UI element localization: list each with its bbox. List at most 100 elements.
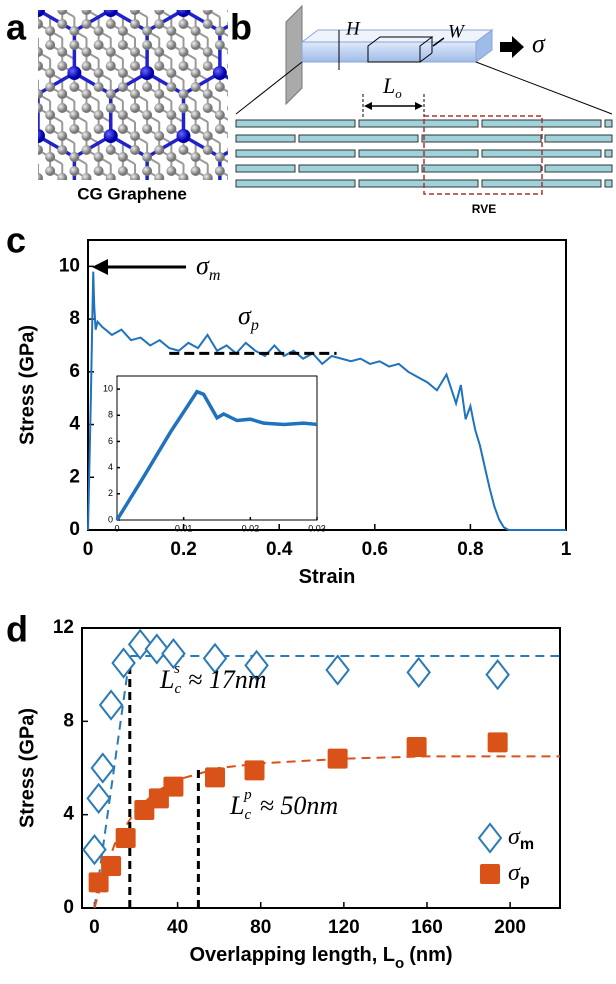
atom [45,250,55,260]
x-axis-label-main: Overlapping length, L [189,944,395,966]
bond [280,108,292,115]
annotation: σm [196,251,220,284]
atom [251,299,261,309]
schematic: H W σ Lo RVE [235,4,613,216]
cg-bead [213,192,227,206]
cg-bead [0,318,9,332]
atom [142,320,152,330]
atom [57,19,68,29]
bond [123,283,135,290]
atom [9,89,19,99]
bond [268,241,280,248]
bond [38,134,39,136]
y-tick-label: 2 [69,466,80,487]
bond [14,192,26,199]
point [244,649,269,681]
bond [293,283,305,290]
atom [0,334,7,344]
bond [38,176,39,178]
bond [244,199,256,206]
x-tick-label: 0 [89,917,100,938]
brick [544,134,613,143]
bond [268,45,280,52]
bond [108,10,111,11]
atom [226,10,228,14]
bond [220,255,232,262]
atom [202,131,213,141]
bond [0,52,2,59]
atom [117,40,128,50]
bond [0,108,2,115]
atom [263,0,273,8]
atom [105,89,116,99]
cg-bond [256,199,292,220]
bond [2,87,14,94]
atom [166,208,176,218]
atom [154,173,165,180]
cg-bond [38,10,76,33]
bond [14,66,26,73]
bond [26,255,38,262]
beam-side [475,29,493,63]
bond [268,31,280,38]
bond [0,136,2,143]
bond [208,304,220,311]
cg-bond [218,24,228,33]
atom [93,40,104,50]
bond [256,304,268,311]
bond [256,10,268,17]
bond [0,304,2,311]
bond [62,276,74,283]
legend-swatch [480,864,500,884]
brick [235,164,296,173]
point [98,689,124,721]
bond [99,213,111,220]
atom [69,152,80,162]
cg-bead [103,129,118,143]
atom [300,313,310,323]
atom [300,257,310,267]
bond [171,297,183,304]
atom [214,26,225,36]
brick [358,179,479,188]
bond [2,73,14,80]
bond [220,213,232,220]
data-line [115,389,318,521]
annotation-rest: ≈ 17nm [188,665,267,694]
atom [251,61,261,71]
atom [142,124,153,134]
atom [142,278,152,288]
atom [81,103,92,113]
fit-line [93,655,560,909]
brick [421,164,542,173]
atom [0,82,7,92]
atom [57,131,68,141]
bond [2,129,14,136]
bond [74,241,86,248]
bond [280,10,292,17]
atom [275,257,285,267]
point [86,782,111,814]
legend-label: σm [508,824,534,854]
atom [93,152,104,162]
atom [45,40,56,50]
bond [268,73,280,80]
atom [0,124,7,134]
cg-bead [286,318,300,332]
atom [130,229,140,239]
bond [280,262,292,269]
bond [232,276,244,283]
atom [203,229,213,239]
cg-bead [31,255,45,269]
atom [178,145,189,155]
x-tick-label: 0 [114,523,119,533]
atom [263,278,273,288]
y-tick-label: 4 [108,462,113,472]
bond [62,192,74,199]
bond [0,150,2,157]
bond [26,3,38,10]
cg-bond [0,136,2,157]
atom [45,124,56,134]
atom [300,103,310,113]
atom [81,257,91,267]
